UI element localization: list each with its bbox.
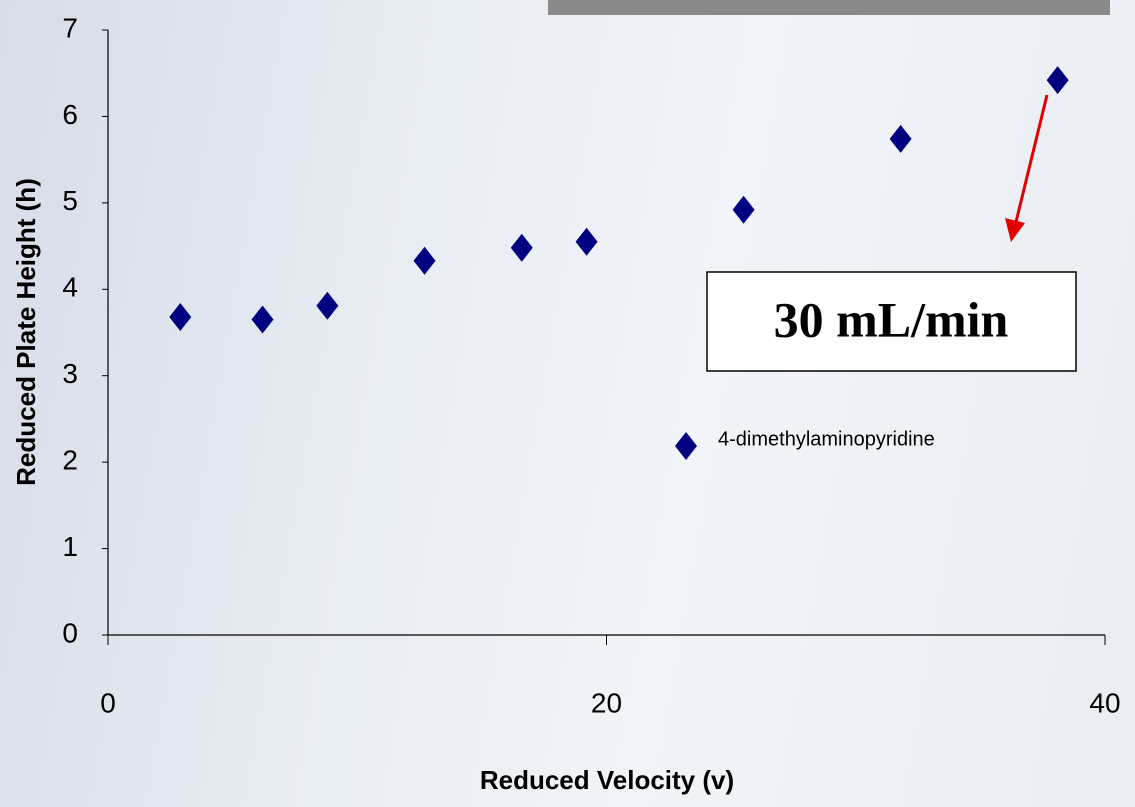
point	[1046, 66, 1069, 95]
point	[169, 302, 192, 331]
legend-label: 4-dimethylaminopyridine	[718, 428, 935, 450]
legend-marker	[675, 432, 697, 460]
annotation-arrowhead	[1005, 218, 1025, 242]
annotation-text: 30 mL/min	[774, 291, 1009, 347]
point	[251, 305, 274, 334]
annotation-arrow	[1014, 94, 1049, 223]
photo-strip	[548, 0, 1110, 15]
y-tick-label: 4	[62, 272, 78, 303]
y-tick-label: 2	[62, 445, 78, 476]
y-tick-label: 1	[62, 531, 78, 562]
y-axis-title: Reduced Plate Height (h)	[11, 178, 41, 486]
point	[510, 233, 533, 262]
x-tick-label: 0	[100, 687, 116, 718]
y-tick-label: 3	[62, 358, 78, 389]
annotation-box	[706, 271, 1077, 372]
point	[889, 124, 912, 153]
point	[316, 291, 339, 320]
x-tick-label: 20	[591, 687, 622, 718]
point	[413, 246, 436, 275]
point	[732, 195, 755, 224]
point	[575, 227, 598, 256]
y-tick-label: 5	[62, 185, 78, 216]
x-axis-title: Reduced Velocity (v)	[480, 765, 734, 795]
y-tick-label: 6	[62, 99, 78, 130]
y-tick-label: 0	[62, 617, 78, 648]
x-tick-label: 40	[1089, 687, 1120, 718]
y-tick-label: 7	[62, 12, 78, 43]
